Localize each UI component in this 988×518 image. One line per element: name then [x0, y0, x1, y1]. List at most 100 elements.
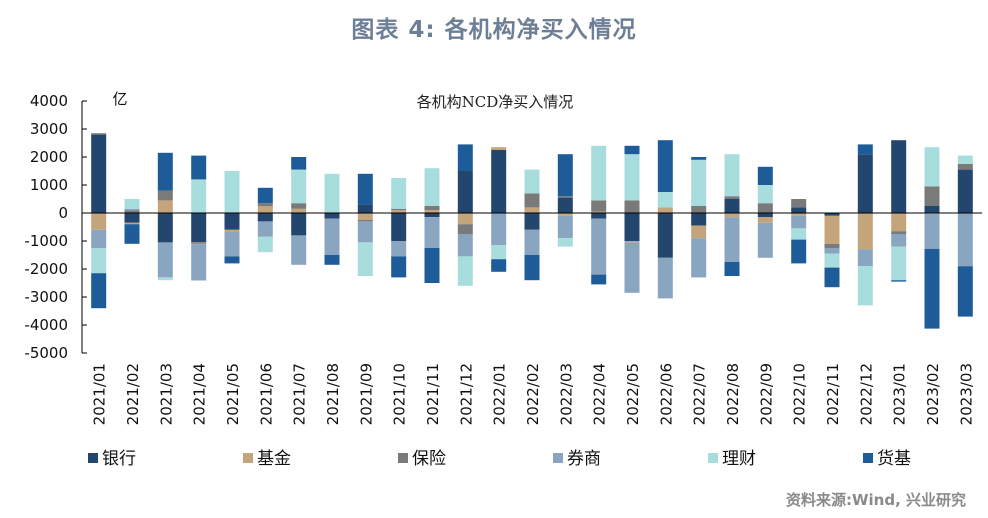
x-tick-label: 2023/03: [957, 363, 975, 425]
legend: 银行 基金 保险 券商 理财 货基: [88, 449, 911, 469]
y-tick-label: 3000: [30, 120, 68, 138]
bar-segment-2022-06-s3: [657, 257, 673, 299]
x-tick-label: 2022/12: [857, 363, 875, 425]
bar-segment-2021-09-s3: [357, 221, 373, 243]
bar-segment-2021-04-s1: [191, 242, 207, 244]
bar-segment-2022-11-s5: [824, 267, 840, 288]
bar-segment-2021-11-s0: [424, 213, 440, 218]
bar-segment-2022-09-s2: [757, 203, 773, 213]
bar-segment-2022-01-s3: [491, 213, 507, 246]
bar-segment-2023-02-s4: [924, 147, 940, 187]
bar-segment-2022-04-s3: [591, 218, 607, 275]
chart-title: 各机构NCD净买入情况: [417, 93, 574, 111]
bar-segment-2022-12-s0: [857, 154, 873, 213]
bar-segment-2022-11-s0: [824, 213, 840, 216]
legend-swatch-1: [243, 453, 253, 463]
x-tick-label: 2022/05: [624, 363, 642, 425]
legend-label-0: 银行: [102, 449, 136, 469]
bar-segment-2023-03-s2: [957, 164, 973, 170]
bar-segment-2021-08-s0: [324, 213, 340, 219]
bar-segment-2021-03-s0: [157, 213, 173, 243]
bar-segment-2022-09-s0: [757, 213, 773, 218]
bar-segment-2021-01-s3: [91, 229, 107, 248]
bar-segment-2021-02-s2: [124, 210, 140, 213]
legend-swatch-2: [398, 453, 408, 463]
bar-segment-2021-11-s4: [424, 168, 440, 206]
bar-segment-2022-04-s2: [591, 200, 607, 212]
x-tick-label: 2022/06: [657, 363, 675, 425]
bar-segment-2022-04-s0: [591, 213, 607, 219]
bar-segment-2021-07-s2: [291, 203, 307, 209]
y-tick-label: -5000: [24, 344, 68, 362]
bar-segment-2021-12-s5: [457, 144, 473, 171]
bar-segment-2021-09-s5: [357, 173, 373, 205]
bar-segment-2022-05-s0: [624, 213, 640, 241]
bar-segment-2021-03-s5: [157, 152, 173, 191]
bar-segment-2022-05-s5: [624, 145, 640, 155]
bar-segment-2023-01-s5: [891, 280, 907, 282]
bar-segment-2021-09-s0: [357, 204, 373, 213]
bar-segment-2021-05-s0: [224, 213, 240, 230]
bar-segment-2023-01-s3: [891, 234, 907, 247]
bar-segment-2022-06-s5: [657, 140, 673, 192]
legend-label-1: 基金: [257, 449, 291, 469]
bar-segment-2022-07-s1: [691, 225, 707, 239]
bar-segment-2021-06-s5: [257, 187, 273, 204]
bar-segment-2021-10-s2: [391, 208, 407, 211]
bar-segment-2021-12-s2: [457, 224, 473, 234]
bar-segment-2021-07-s3: [291, 235, 307, 265]
bar-segment-2022-08-s3: [724, 217, 740, 262]
bar-segment-2021-07-s0: [291, 213, 307, 236]
y-tick-label: -3000: [24, 288, 68, 306]
bar-segment-2023-02-s2: [924, 186, 940, 206]
bar-segment-2021-06-s4: [257, 236, 273, 253]
bar-segment-2021-01-s4: [91, 248, 107, 274]
bar-segment-2022-06-s4: [657, 192, 673, 208]
bar-segment-2023-01-s0: [891, 140, 907, 213]
figure-title: 图表 4: 各机构净买入情况: [351, 17, 637, 43]
bar-segment-2022-06-s0: [657, 213, 673, 258]
bar-segment-2021-07-s4: [291, 169, 307, 204]
bar-segment-2021-01-s2: [91, 133, 107, 135]
bar-segment-2021-01-s5: [91, 273, 107, 309]
bar-segment-2021-11-s3: [424, 217, 440, 248]
bar-segment-2022-03-s3: [557, 215, 573, 239]
bar-segment-2022-12-s5: [857, 144, 873, 155]
y-tick-label: 2000: [30, 148, 68, 166]
x-tick-label: 2021/02: [124, 363, 142, 425]
x-tick-label: 2023/01: [891, 363, 909, 425]
bar-segment-2021-10-s5: [391, 256, 407, 278]
bar-segment-2021-05-s3: [224, 231, 240, 257]
bar-segment-2023-01-s1: [891, 213, 907, 232]
bar-segment-2022-10-s2: [791, 199, 807, 208]
bar-segment-2021-05-s5: [224, 256, 240, 264]
bar-segment-2022-12-s3: [857, 249, 873, 267]
bar-segment-2021-01-s1: [91, 213, 107, 230]
y-tick-label: -2000: [24, 260, 68, 278]
bar-segment-2022-07-s2: [691, 206, 707, 213]
bar-segment-2023-02-s3: [924, 213, 940, 249]
bar-segment-2021-02-s3: [124, 208, 140, 211]
bar-segment-2022-05-s4: [624, 154, 640, 201]
bar-segment-2021-03-s2: [157, 190, 173, 201]
x-tick-label: 2021/09: [357, 363, 375, 425]
bar-segment-2022-04-s5: [591, 274, 607, 285]
bar-segment-2021-05-s4: [224, 171, 240, 213]
legend-swatch-0: [88, 453, 98, 463]
bar-segment-2022-11-s3: [824, 248, 840, 254]
bar-segment-2021-09-s4: [357, 242, 373, 276]
bar-segment-2022-09-s1: [757, 217, 773, 223]
y-tick-label: 0: [58, 204, 68, 222]
x-tick-label: 2021/05: [224, 363, 242, 425]
bar-segment-2021-10-s0: [391, 213, 407, 241]
x-tick-label: 2022/10: [791, 363, 809, 425]
bar-segment-2021-01-s0: [91, 134, 107, 213]
legend-label-5: 货基: [877, 449, 911, 469]
bar-segment-2021-04-s0: [191, 213, 207, 243]
bar-segment-2022-01-s5: [491, 259, 507, 272]
bar-segment-2021-04-s4: [191, 179, 207, 213]
y-tick-label: 4000: [30, 92, 68, 110]
bar-segment-2021-11-s1: [424, 210, 440, 213]
y-tick-label: -4000: [24, 316, 68, 334]
